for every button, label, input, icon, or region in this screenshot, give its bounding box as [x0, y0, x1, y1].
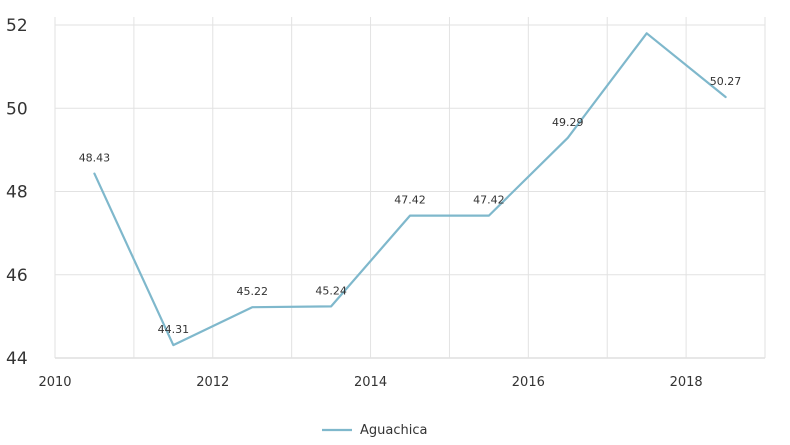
x-tick-label: 2016 — [512, 375, 545, 390]
x-tick-label: 2012 — [196, 375, 229, 390]
x-axis-tick-labels: 2010 2012 2014 2016 2018 — [38, 375, 702, 390]
y-tick-label: 44 — [6, 349, 28, 369]
data-label: 44.31 — [158, 323, 190, 336]
x-tick-label: 2014 — [354, 375, 387, 390]
series-line-aguachica — [93, 32, 727, 347]
data-label: 47.42 — [394, 194, 426, 207]
data-label: 48.43 — [79, 152, 111, 165]
legend[interactable]: Aguachica — [322, 423, 427, 438]
x-tick-label: 2018 — [670, 375, 703, 390]
data-labels: 48.43 44.31 45.22 45.24 47.42 47.42 49.29 50.27 — [79, 75, 742, 336]
data-label: 45.22 — [236, 285, 268, 298]
y-axis-tick-labels: 44 46 48 50 52 — [6, 16, 28, 369]
data-label: 50.27 — [710, 75, 742, 88]
y-tick-label: 48 — [6, 183, 28, 203]
y-gridlines — [55, 24, 765, 359]
y-tick-label: 46 — [6, 266, 28, 286]
y-tick-label: 52 — [6, 16, 28, 36]
y-tick-label: 50 — [6, 99, 28, 119]
x-tick-label: 2010 — [38, 375, 71, 390]
series-lines — [93, 32, 727, 347]
data-label: 47.42 — [473, 194, 505, 207]
data-label: 45.24 — [315, 284, 347, 297]
legend-label[interactable]: Aguachica — [360, 423, 427, 438]
data-label: 49.29 — [552, 116, 584, 129]
x-gridlines — [54, 17, 766, 358]
